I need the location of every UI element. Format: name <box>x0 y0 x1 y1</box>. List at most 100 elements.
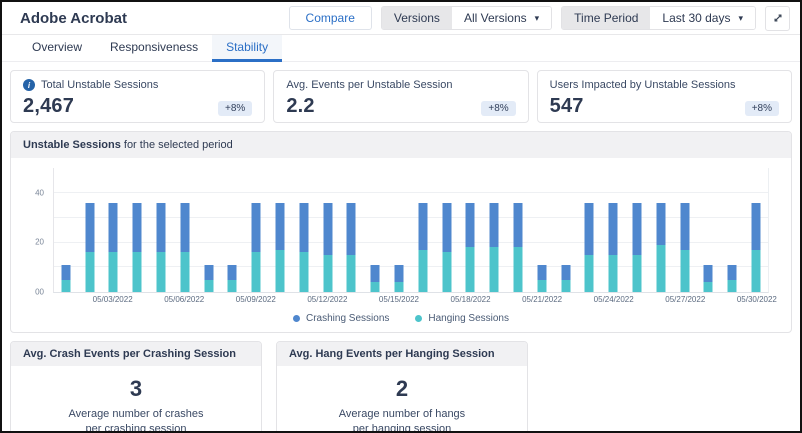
y-axis: 00 20 40 <box>26 168 48 297</box>
versions-dropdown[interactable]: All Versions ▾ <box>451 7 552 29</box>
hanging-segment <box>537 279 547 292</box>
stacked-bar[interactable] <box>204 264 214 292</box>
app-header: Adobe Acrobat Compare Versions All Versi… <box>2 2 800 35</box>
x-slot <box>125 295 149 306</box>
x-tick-label: 05/06/2022 <box>164 295 205 304</box>
stacked-bar[interactable] <box>561 264 571 292</box>
legend-crashing-sessions[interactable]: Crashing Sessions <box>293 313 389 324</box>
stacked-bar[interactable] <box>251 202 261 292</box>
y-tick: 40 <box>35 188 44 198</box>
stacked-bar[interactable] <box>180 202 190 292</box>
stacked-bar[interactable] <box>537 264 547 292</box>
x-slot <box>554 295 578 306</box>
x-slot <box>339 295 363 306</box>
bar-slot <box>625 168 649 292</box>
time-period-value: Last 30 days <box>662 11 731 25</box>
stacked-bar[interactable] <box>465 202 475 292</box>
stacked-bar[interactable] <box>346 202 356 292</box>
crashing-segment <box>418 202 428 250</box>
tab-overview[interactable]: Overview <box>32 40 83 54</box>
hanging-segment <box>703 282 713 292</box>
stacked-bar[interactable] <box>680 202 690 292</box>
stacked-bar[interactable] <box>489 202 499 292</box>
summary-value: 2 <box>395 376 409 401</box>
crashing-segment <box>513 202 523 248</box>
stacked-bar[interactable] <box>584 202 594 292</box>
legend-hanging-sessions[interactable]: Hanging Sessions <box>415 313 509 324</box>
info-icon[interactable]: i <box>23 79 35 91</box>
chart-legend: Crashing Sessions Hanging Sessions <box>25 313 777 324</box>
stacked-bar[interactable] <box>108 202 118 292</box>
stacked-bar[interactable] <box>418 202 428 292</box>
metric-value: 2.2 <box>286 95 315 117</box>
crashing-sessions-dot-icon <box>293 315 300 322</box>
stacked-bar[interactable] <box>656 202 666 292</box>
chart-title-bold: Unstable Sessions <box>23 139 121 151</box>
x-tick-label: 05/03/2022 <box>92 295 133 304</box>
stacked-bar[interactable] <box>727 264 737 292</box>
hanging-segment <box>394 282 404 292</box>
hanging-segment <box>251 252 261 292</box>
summary-card-title: Avg. Hang Events per Hanging Session <box>277 342 527 366</box>
header-controls: Compare Versions All Versions ▾ Time Per… <box>288 5 790 31</box>
crashing-segment <box>608 202 618 255</box>
compare-button[interactable]: Compare <box>288 6 372 30</box>
x-slot: 05/24/2022 <box>594 295 634 306</box>
x-slot: 05/27/2022 <box>665 295 705 306</box>
x-slot: 05/18/2022 <box>451 295 491 306</box>
time-period-dropdown[interactable]: Last 30 days ▾ <box>650 7 755 29</box>
x-slot <box>482 295 506 306</box>
bar-slot <box>149 168 173 292</box>
unstable-sessions-chart-card: Unstable Sessions for the selected perio… <box>10 131 792 333</box>
stacked-bar[interactable] <box>632 202 642 292</box>
stacked-bar[interactable] <box>61 264 71 292</box>
crashing-segment <box>561 264 571 280</box>
stacked-bar[interactable] <box>513 202 523 292</box>
crashing-segment <box>537 264 547 280</box>
crashing-segment <box>61 264 71 280</box>
hanging-segment <box>85 252 95 292</box>
stacked-bar[interactable] <box>608 202 618 292</box>
unstable-sessions-chart: 00 20 40 <box>35 168 769 297</box>
crashing-segment <box>489 202 499 248</box>
tab-responsiveness[interactable]: Responsiveness <box>110 40 199 54</box>
stacked-bar[interactable] <box>85 202 95 292</box>
crashing-segment <box>656 202 666 245</box>
stacked-bar[interactable] <box>394 264 404 292</box>
stacked-bar[interactable] <box>299 202 309 292</box>
stacked-bar[interactable] <box>370 264 380 292</box>
x-slot <box>268 295 292 306</box>
metric-card-total-unstable-sessions: i Total Unstable Sessions 2,467 +8% <box>10 70 266 123</box>
stacked-bar[interactable] <box>442 202 452 292</box>
bar-slot <box>506 168 530 292</box>
stacked-bar[interactable] <box>156 202 166 292</box>
crashing-segment <box>632 202 642 255</box>
expand-button[interactable] <box>765 5 790 31</box>
x-slot: 05/03/2022 <box>93 295 133 306</box>
crashing-segment <box>680 202 690 250</box>
hanging-segment <box>608 254 618 292</box>
stacked-bar[interactable] <box>323 202 333 292</box>
summary-description: Average number of hangs per hanging sess… <box>338 408 466 433</box>
stacked-bar[interactable] <box>703 264 713 292</box>
x-tick-label: 05/12/2022 <box>307 295 348 304</box>
crashing-segment <box>108 202 118 253</box>
summary-description: Average number of crashes per crashing s… <box>68 408 204 433</box>
hanging-segment <box>632 254 642 292</box>
metric-label: Total Unstable Sessions <box>41 79 159 91</box>
crashing-segment <box>346 202 356 255</box>
chart-card-title: Unstable Sessions for the selected perio… <box>11 132 791 158</box>
stacked-bar[interactable] <box>227 264 237 292</box>
tab-stability[interactable]: Stability <box>212 35 283 62</box>
hanging-segment <box>204 279 214 292</box>
stacked-bar[interactable] <box>275 202 285 292</box>
stacked-bar[interactable] <box>132 202 142 292</box>
metric-label: Avg. Events per Unstable Session <box>286 79 453 91</box>
stacked-bar[interactable] <box>751 202 761 292</box>
hanging-segment <box>680 249 690 292</box>
x-slot: 05/09/2022 <box>236 295 276 306</box>
versions-label: Versions <box>381 7 452 29</box>
hanging-segment <box>108 252 118 292</box>
bar-slot <box>578 168 602 292</box>
